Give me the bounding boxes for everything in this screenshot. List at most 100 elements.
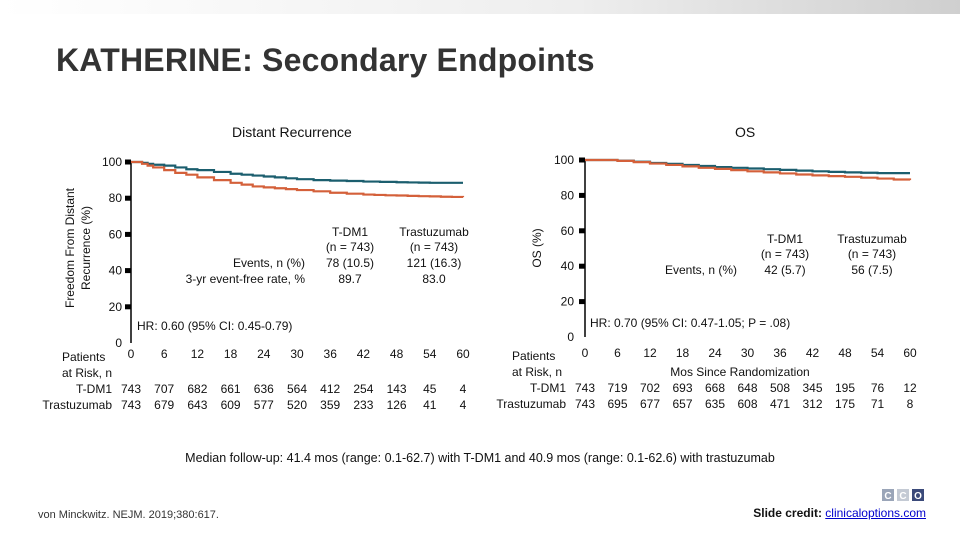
y-tick-mark [579, 263, 585, 269]
risk-cell: 661 [221, 382, 241, 396]
risk-cell: 254 [353, 382, 373, 396]
risk-cell: 508 [770, 381, 790, 395]
y-tick-mark [125, 231, 131, 237]
risk-cell: 702 [640, 381, 660, 395]
panel-title-os: OS [735, 124, 756, 140]
risk-table-at-risk-label: at Risk, n [62, 366, 112, 380]
risk-cell: 195 [835, 381, 855, 395]
risk-cell: 609 [221, 398, 241, 412]
km-curve-trastuzumab [131, 160, 465, 199]
y-tick-mark [125, 304, 131, 310]
credit-link[interactable]: clinicaloptions.com [825, 506, 926, 520]
risk-cell: 41 [423, 398, 437, 412]
risk-cell: 233 [353, 398, 373, 412]
legend-events-value: 56 (7.5) [851, 263, 892, 277]
y-tick-mark [125, 268, 131, 274]
risk-cell: 4 [460, 382, 467, 396]
x-tick-label: 18 [676, 346, 690, 360]
risk-cell: 695 [607, 397, 627, 411]
y-axis-label: OS (%) [530, 228, 544, 267]
x-tick-label: 48 [390, 347, 404, 361]
risk-row-label: T-DM1 [530, 381, 566, 395]
y-axis-label: Recurrence (%) [79, 206, 93, 290]
km-curve-trastuzumab [585, 158, 912, 181]
risk-cell: 4 [460, 398, 467, 412]
svg-text:O: O [914, 491, 922, 502]
risk-row-label: Trastuzumab [42, 398, 112, 412]
x-axis-label: Mos Since Randomization [670, 365, 809, 379]
y-tick-label: 60 [109, 227, 123, 241]
risk-cell: 412 [320, 382, 340, 396]
legend-series-n: (n = 743) [848, 247, 896, 261]
legend-events-value: 121 (16.3) [407, 256, 462, 270]
svg-text:C: C [899, 491, 906, 502]
risk-cell: 471 [770, 397, 790, 411]
risk-row-label: T-DM1 [76, 382, 112, 396]
x-tick-label: 30 [290, 347, 304, 361]
risk-cell: 636 [254, 382, 274, 396]
hazard-ratio-text: HR: 0.60 (95% CI: 0.45-0.79) [137, 319, 292, 333]
y-tick-label: 40 [561, 259, 575, 273]
legend-events-value: 78 (10.5) [326, 256, 374, 270]
km-curve-t-dm1 [131, 160, 463, 184]
x-tick-label: 0 [128, 347, 135, 361]
x-tick-label: 12 [191, 347, 205, 361]
x-tick-label: 24 [708, 346, 722, 360]
x-tick-label: 48 [838, 346, 852, 360]
y-tick-mark [125, 195, 131, 201]
credit-label: Slide credit: [753, 506, 826, 520]
risk-cell: 359 [320, 398, 340, 412]
legend-rate-value: 89.7 [338, 272, 362, 286]
x-tick-label: 6 [614, 346, 621, 360]
y-axis-label: Freedom From Distant [63, 187, 77, 308]
legend-series-name: Trastuzumab [399, 225, 469, 239]
risk-cell: 679 [154, 398, 174, 412]
x-tick-label: 60 [456, 347, 470, 361]
svg-text:C: C [884, 491, 891, 502]
risk-cell: 682 [187, 382, 207, 396]
x-tick-label: 42 [357, 347, 371, 361]
risk-cell: 12 [903, 381, 917, 395]
legend-row-label: 3-yr event-free rate, % [186, 272, 306, 286]
y-tick-label: 100 [554, 153, 574, 167]
citation: von Minckwitz. NEJM. 2019;380:617. [38, 509, 219, 521]
risk-cell: 707 [154, 382, 174, 396]
risk-cell: 657 [672, 397, 692, 411]
risk-table-patients-label: Patients [512, 349, 555, 363]
risk-cell: 143 [387, 382, 407, 396]
y-tick-mark [125, 159, 131, 165]
x-tick-label: 36 [773, 346, 787, 360]
risk-cell: 719 [607, 381, 627, 395]
risk-cell: 743 [121, 382, 141, 396]
y-tick-label: 100 [102, 155, 122, 169]
risk-cell: 175 [835, 397, 855, 411]
panel-title-distant-recurrence: Distant Recurrence [232, 124, 352, 140]
risk-cell: 8 [907, 397, 914, 411]
risk-cell: 76 [871, 381, 885, 395]
x-tick-label: 60 [903, 346, 917, 360]
risk-cell: 677 [640, 397, 660, 411]
legend-row-label: Events, n (%) [233, 256, 305, 270]
top-gradient-bar [0, 0, 960, 14]
y-tick-label: 60 [561, 224, 575, 238]
median-follow-up-note: Median follow-up: 41.4 mos (range: 0.1-6… [185, 451, 775, 465]
x-tick-label: 0 [582, 346, 589, 360]
risk-cell: 743 [575, 381, 595, 395]
x-tick-label: 36 [324, 347, 338, 361]
legend-series-name: Trastuzumab [837, 232, 907, 246]
y-tick-mark [579, 299, 585, 305]
x-tick-label: 30 [741, 346, 755, 360]
x-tick-label: 42 [806, 346, 820, 360]
legend-series-n: (n = 743) [326, 240, 374, 254]
risk-cell: 693 [672, 381, 692, 395]
y-tick-label: 20 [109, 300, 123, 314]
legend-series-n: (n = 743) [761, 247, 809, 261]
x-tick-label: 12 [643, 346, 657, 360]
legend-series-name: T-DM1 [332, 225, 368, 239]
y-tick-label: 40 [109, 264, 123, 278]
risk-cell: 564 [287, 382, 307, 396]
slide-title: KATHERINE: Secondary Endpoints [56, 42, 595, 78]
risk-cell: 743 [121, 398, 141, 412]
